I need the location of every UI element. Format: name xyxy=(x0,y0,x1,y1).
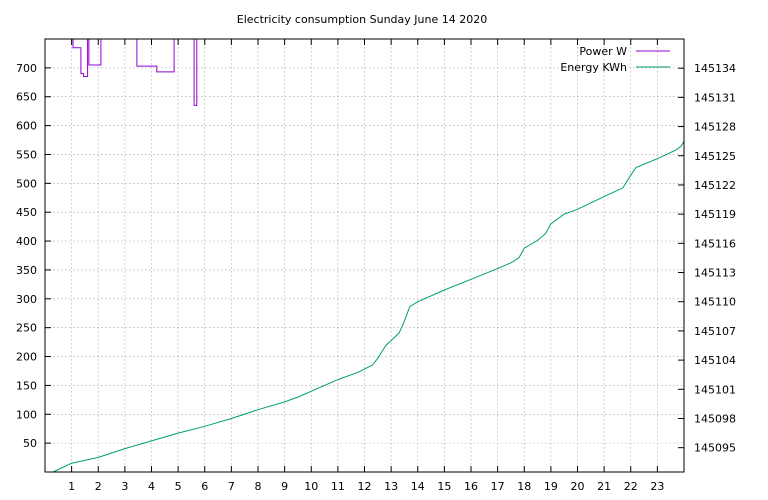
y-tick-label: 600 xyxy=(16,120,37,133)
axis-ticks: 1 2 3 4 5 6 7 8 9 10 11 12 13 14 15 16 17 18 19 20 21 22 23501… xyxy=(16,39,736,493)
x-tick-label: 3 xyxy=(121,480,128,493)
x-tick-label: 1 xyxy=(68,480,75,493)
x-tick-label: 20 xyxy=(571,480,585,493)
x-tick-label: 15 xyxy=(437,480,451,493)
x-tick-label: 11 xyxy=(331,480,345,493)
x-tick-label: 7 xyxy=(228,480,235,493)
y-tick-label: 150 xyxy=(16,379,37,392)
x-tick-label: 22 xyxy=(624,480,638,493)
y-tick-label: 700 xyxy=(16,62,37,75)
plot-border xyxy=(44,38,685,473)
chart-title: Electricity consumption Sunday June 14 2… xyxy=(237,13,487,26)
x-tick-label: 5 xyxy=(175,480,182,493)
y2-tick-label: 145107 xyxy=(694,325,736,338)
y2-tick-label: 145119 xyxy=(694,208,736,221)
x-tick-label: 18 xyxy=(517,480,531,493)
y-tick-label: 450 xyxy=(16,206,37,219)
y-tick-label: 550 xyxy=(16,148,37,161)
y2-tick-label: 145095 xyxy=(694,442,736,455)
y2-tick-label: 145125 xyxy=(694,150,736,163)
y-tick-label: 100 xyxy=(16,408,37,421)
x-tick-label: 2 xyxy=(95,480,102,493)
series-line-energy-kwh xyxy=(52,140,685,473)
legend-label: Power W xyxy=(579,45,627,58)
x-tick-label: 23 xyxy=(650,480,664,493)
y2-tick-label: 145116 xyxy=(694,237,736,250)
x-tick-label: 9 xyxy=(281,480,288,493)
y2-tick-label: 145110 xyxy=(694,296,736,309)
y2-tick-label: 145134 xyxy=(694,62,736,75)
y2-tick-label: 145098 xyxy=(694,412,736,425)
legend: Power W Energy KWh xyxy=(560,45,670,74)
y2-tick-label: 145128 xyxy=(694,121,736,134)
x-tick-label: 17 xyxy=(491,480,505,493)
y-tick-label: 500 xyxy=(16,177,37,190)
y2-tick-label: 145101 xyxy=(694,383,736,396)
series xyxy=(52,38,685,473)
x-tick-label: 8 xyxy=(255,480,262,493)
y-tick-label: 300 xyxy=(16,293,37,306)
y2-tick-label: 145131 xyxy=(694,91,736,104)
x-tick-label: 16 xyxy=(464,480,478,493)
grid xyxy=(45,39,684,472)
x-tick-label: 13 xyxy=(384,480,398,493)
y2-tick-label: 145113 xyxy=(694,267,736,280)
x-tick-label: 14 xyxy=(411,480,425,493)
x-tick-label: 12 xyxy=(358,480,372,493)
x-tick-label: 10 xyxy=(304,480,318,493)
y-tick-label: 250 xyxy=(16,322,37,335)
y2-tick-label: 145122 xyxy=(694,179,736,192)
x-tick-label: 19 xyxy=(544,480,558,493)
y-tick-label: 200 xyxy=(16,351,37,364)
series-line-power-w xyxy=(71,38,205,106)
y2-tick-label: 145104 xyxy=(694,354,736,367)
x-tick-label: 6 xyxy=(201,480,208,493)
y-tick-label: 650 xyxy=(16,91,37,104)
y-tick-label: 50 xyxy=(23,437,37,450)
y-tick-label: 400 xyxy=(16,235,37,248)
y-tick-label: 350 xyxy=(16,264,37,277)
x-tick-label: 21 xyxy=(597,480,611,493)
legend-label: Energy KWh xyxy=(560,61,627,74)
x-tick-label: 4 xyxy=(148,480,155,493)
